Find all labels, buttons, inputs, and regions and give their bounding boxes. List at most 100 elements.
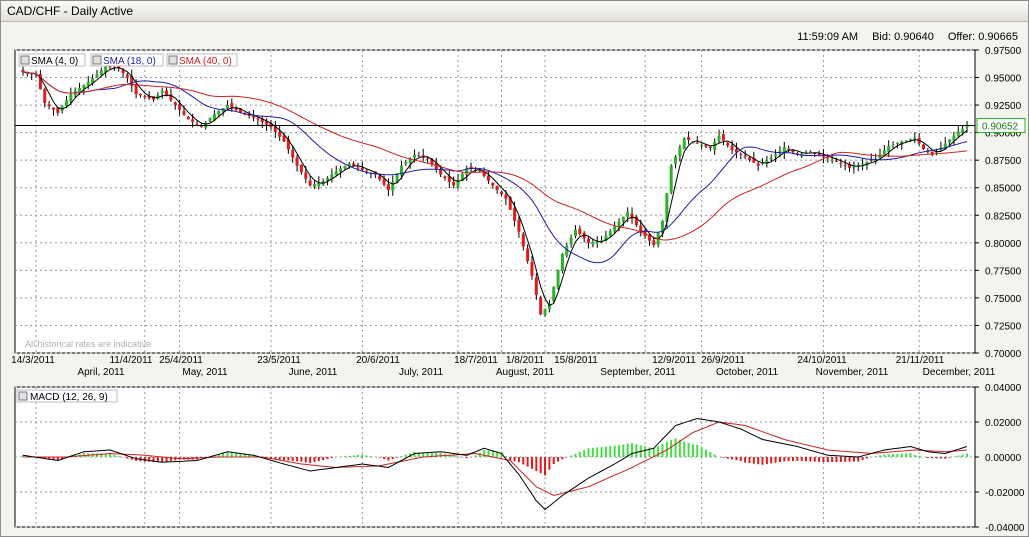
candle-body xyxy=(212,113,216,121)
candle-body xyxy=(282,135,286,142)
candle-body xyxy=(108,65,112,68)
candle-body xyxy=(386,184,390,190)
candle-body xyxy=(513,208,517,221)
candle-body xyxy=(25,73,29,75)
candle-body xyxy=(91,78,95,84)
price-tick-label: 0.95000 xyxy=(985,74,1022,85)
candle-body xyxy=(721,134,725,141)
candle-body xyxy=(839,162,843,164)
candle-body xyxy=(291,150,295,158)
candle-body xyxy=(147,96,151,99)
candle-body xyxy=(878,154,882,159)
candle-body xyxy=(356,167,360,169)
candle-body xyxy=(504,194,508,199)
close-icon xyxy=(20,55,30,65)
candle-body xyxy=(613,226,617,232)
candle-body xyxy=(34,73,38,76)
sma-4-line xyxy=(22,67,968,307)
candle-body xyxy=(404,162,408,164)
candle-body xyxy=(408,158,412,163)
candle-body xyxy=(434,162,438,170)
candle-body xyxy=(260,118,264,122)
candle-body xyxy=(882,150,886,156)
price-tick-label: 0.80000 xyxy=(985,239,1022,250)
candle-body xyxy=(230,103,234,108)
candle-body xyxy=(99,70,103,76)
candle-body xyxy=(508,197,512,210)
quote-bid: Bid: 0.90640 xyxy=(872,31,934,43)
watermark: All historical rates are indicative xyxy=(25,339,151,349)
candle-body xyxy=(717,135,721,142)
candle-body xyxy=(843,164,847,166)
indicator-legend-item xyxy=(166,53,238,67)
sma-40-line xyxy=(22,71,968,241)
quote-time: 11:59:09 AM xyxy=(797,31,859,43)
x-month-label: October, 2011 xyxy=(716,367,779,378)
candle-body xyxy=(904,140,908,142)
candle-body xyxy=(913,138,917,140)
candle-body xyxy=(569,237,573,245)
candle-body xyxy=(199,125,203,128)
x-month-label: April, 2011 xyxy=(77,367,125,378)
candle-body xyxy=(700,145,704,147)
x-month-label: August, 2011 xyxy=(496,367,555,378)
candle-body xyxy=(708,146,712,149)
candle-body xyxy=(378,175,382,180)
indicator-legend-item xyxy=(90,53,164,67)
candle-body xyxy=(517,219,521,232)
candle-body xyxy=(965,126,969,128)
candle-body xyxy=(486,175,490,181)
candle-body xyxy=(56,107,60,113)
candle-body xyxy=(543,308,547,316)
candle-body xyxy=(330,174,334,179)
candle-body xyxy=(430,158,434,165)
candle-body xyxy=(399,165,403,176)
x-day-label: 14/3/2011 xyxy=(11,355,55,366)
candle-body xyxy=(869,159,873,161)
candle-body xyxy=(930,151,934,155)
indicator-legend-label: SMA (40, 0) xyxy=(179,56,232,67)
x-day-label: 12/9/2011 xyxy=(652,355,696,366)
x-month-label: July, 2011 xyxy=(399,367,444,378)
candle-body xyxy=(539,297,543,315)
candle-body xyxy=(791,150,795,153)
candle-body xyxy=(225,105,229,109)
candle-body xyxy=(365,170,369,172)
candle-body xyxy=(943,143,947,149)
candle-body xyxy=(299,164,303,173)
candle-body xyxy=(534,277,538,296)
candle-body xyxy=(769,157,773,160)
candle-body xyxy=(682,138,686,150)
candle-body xyxy=(948,139,952,143)
quote-offer: Offer: 0.90665 xyxy=(947,31,1018,43)
candle-body xyxy=(326,177,330,181)
price-tick-label: 0.97500 xyxy=(985,46,1022,57)
candles xyxy=(21,59,969,317)
close-icon xyxy=(168,55,178,65)
candle-body xyxy=(30,73,34,75)
candle-body xyxy=(495,185,499,190)
candle-body xyxy=(774,154,778,157)
window-title: CAD/CHF - Daily Active xyxy=(7,4,134,18)
candle-body xyxy=(21,69,25,73)
x-day-label: 26/9/2011 xyxy=(701,355,745,366)
candle-body xyxy=(447,176,451,182)
indicator-legend-item xyxy=(18,53,86,67)
candle-body xyxy=(908,139,912,141)
x-month-label: June, 2011 xyxy=(289,367,338,378)
price-tick-label: 0.85000 xyxy=(985,184,1022,195)
candle-body xyxy=(191,119,195,122)
candle-body xyxy=(521,233,525,247)
candle-body xyxy=(787,148,791,150)
candle-body xyxy=(134,84,138,95)
indicator-legend-label: SMA (4, 0) xyxy=(31,56,78,67)
macd-line xyxy=(22,417,968,511)
candle-body xyxy=(808,151,812,153)
candle-body xyxy=(752,157,756,163)
candle-body xyxy=(639,225,643,232)
candle-body xyxy=(138,93,142,96)
price-tick-label: 0.70000 xyxy=(985,349,1022,360)
candle-body xyxy=(830,159,834,161)
